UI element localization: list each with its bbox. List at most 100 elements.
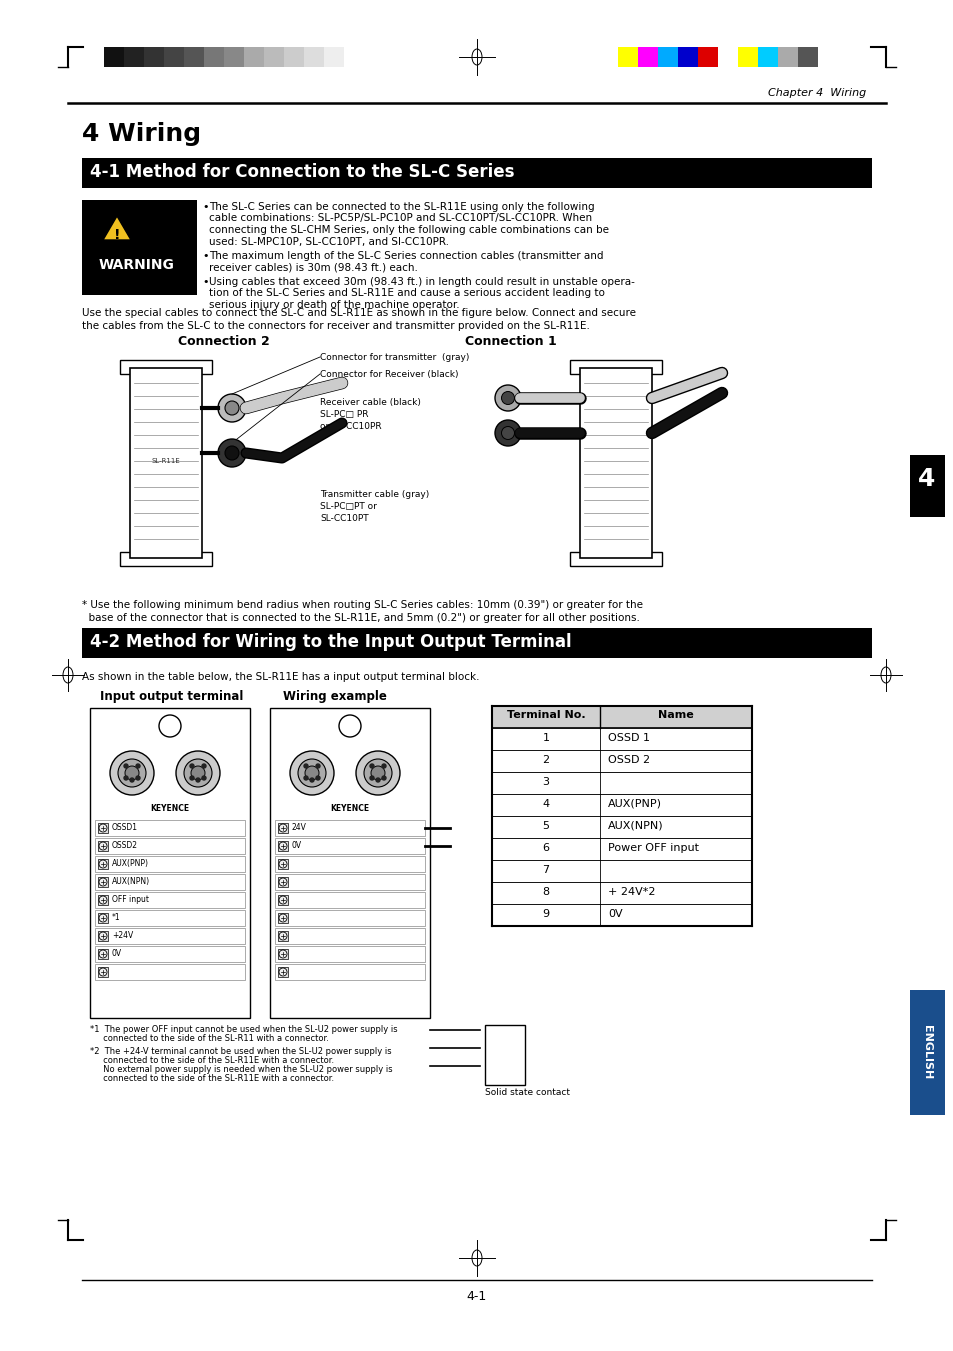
Circle shape (136, 775, 140, 780)
Circle shape (375, 778, 379, 782)
Text: Connection 2: Connection 2 (178, 335, 270, 349)
Text: 4: 4 (918, 467, 935, 490)
Bar (492, 707, 751, 728)
Bar (270, 708, 430, 1019)
Circle shape (278, 824, 287, 832)
Text: SL-PC□PT or: SL-PC□PT or (319, 503, 376, 511)
Circle shape (278, 969, 287, 975)
Circle shape (99, 842, 107, 850)
Bar (277, 823, 288, 834)
Ellipse shape (184, 759, 212, 788)
Text: The maximum length of the SL-C Series connection cables (transmitter and: The maximum length of the SL-C Series co… (209, 251, 603, 261)
Bar (98, 842, 108, 851)
Bar (274, 820, 424, 836)
Text: 4: 4 (542, 798, 549, 809)
Bar (284, 47, 304, 68)
Ellipse shape (364, 759, 392, 788)
Text: 5: 5 (542, 821, 549, 831)
Bar (698, 47, 718, 68)
Circle shape (136, 765, 140, 767)
Text: Receiver cable (black): Receiver cable (black) (319, 399, 420, 407)
Text: OSSD 2: OSSD 2 (607, 755, 649, 765)
Bar (492, 861, 751, 882)
Text: Use the special cables to connect the SL-C and SL-R11E as shown in the figure be: Use the special cables to connect the SL… (82, 308, 636, 317)
Text: AUX(NPN): AUX(NPN) (607, 821, 663, 831)
Bar (277, 931, 288, 942)
Text: KEYENCE: KEYENCE (151, 804, 190, 813)
Bar (492, 882, 751, 904)
Circle shape (304, 765, 308, 767)
Bar (658, 47, 678, 68)
Bar (909, 990, 944, 1115)
Ellipse shape (225, 446, 239, 459)
Text: •: • (202, 203, 209, 212)
Bar (492, 794, 751, 816)
Ellipse shape (495, 385, 520, 411)
Bar (579, 367, 651, 558)
Bar (484, 1025, 524, 1085)
Bar (95, 946, 245, 962)
Bar (274, 874, 424, 890)
Bar (324, 47, 344, 68)
Text: Terminal No.: Terminal No. (506, 711, 585, 720)
Bar (797, 47, 817, 68)
Text: ENGLISH: ENGLISH (921, 1025, 931, 1079)
Text: +24V: +24V (112, 931, 133, 940)
Bar (277, 842, 288, 851)
Bar (909, 455, 944, 517)
Bar (95, 874, 245, 890)
Bar (492, 771, 751, 794)
Ellipse shape (290, 751, 334, 794)
Text: *1  The power OFF input cannot be used when the SL-U2 power supply is: *1 The power OFF input cannot be used wh… (90, 1025, 397, 1034)
Text: •: • (202, 277, 209, 286)
Bar (98, 931, 108, 942)
Text: 6: 6 (542, 843, 549, 852)
Text: 9: 9 (542, 909, 549, 919)
Text: + 24V*2: + 24V*2 (607, 888, 655, 897)
Circle shape (278, 842, 287, 850)
Bar (204, 47, 224, 68)
Bar (90, 708, 250, 1019)
Ellipse shape (218, 394, 246, 422)
Text: used: SL-MPC10P, SL-CC10PT, and SI-CC10PR.: used: SL-MPC10P, SL-CC10PT, and SI-CC10P… (209, 236, 449, 246)
Text: OSSD1: OSSD1 (112, 823, 138, 832)
Ellipse shape (297, 759, 326, 788)
Bar (98, 894, 108, 905)
Text: serious injury or death of the machine operator.: serious injury or death of the machine o… (209, 300, 459, 309)
Circle shape (278, 950, 287, 958)
Bar (492, 904, 751, 925)
Ellipse shape (371, 766, 385, 780)
Bar (274, 838, 424, 854)
Circle shape (99, 950, 107, 958)
Bar (95, 928, 245, 944)
Text: Solid state contact: Solid state contact (484, 1088, 569, 1097)
Circle shape (124, 765, 128, 767)
Text: tion of the SL-C Series and SL-R11E and cause a serious accident leading to: tion of the SL-C Series and SL-R11E and … (209, 289, 604, 299)
Text: connecting the SL-CHM Series, only the following cable combinations can be: connecting the SL-CHM Series, only the f… (209, 226, 608, 235)
Text: Wiring example: Wiring example (283, 690, 387, 703)
Ellipse shape (159, 715, 181, 738)
Bar (678, 47, 698, 68)
Bar (492, 750, 751, 771)
Bar (277, 967, 288, 977)
Ellipse shape (355, 751, 399, 794)
Ellipse shape (118, 759, 146, 788)
Text: 0V: 0V (112, 948, 122, 958)
Polygon shape (103, 216, 131, 240)
Circle shape (190, 765, 193, 767)
Text: KEYENCE: KEYENCE (330, 804, 369, 813)
Ellipse shape (501, 427, 514, 439)
Bar (82, 200, 196, 295)
Circle shape (190, 775, 193, 780)
Text: 3: 3 (542, 777, 549, 788)
Circle shape (124, 775, 128, 780)
Ellipse shape (495, 420, 520, 446)
Text: Chapter 4  Wiring: Chapter 4 Wiring (767, 88, 865, 99)
Circle shape (315, 765, 319, 767)
Bar (98, 948, 108, 959)
Text: No external power supply is needed when the SL-U2 power supply is: No external power supply is needed when … (90, 1065, 393, 1074)
Text: 0V: 0V (607, 909, 622, 919)
Bar (224, 47, 244, 68)
Bar (618, 47, 638, 68)
Ellipse shape (175, 751, 220, 794)
